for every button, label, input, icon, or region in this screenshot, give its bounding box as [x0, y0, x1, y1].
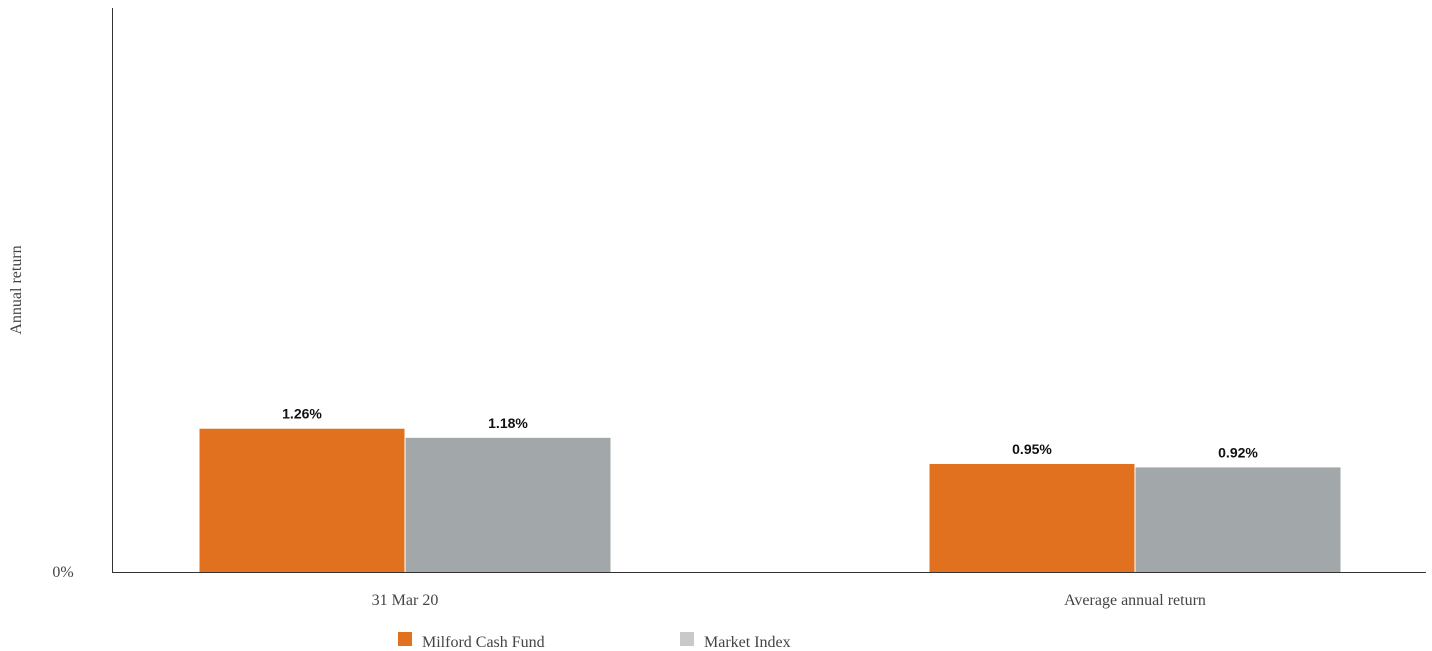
legend-swatch [680, 632, 694, 646]
bar-milford-cash-fund-0 [199, 428, 405, 572]
data-label: 0.95% [1012, 441, 1052, 457]
y-tick-label: 0% [52, 564, 73, 581]
bar-market-index-0 [405, 437, 611, 572]
legend-swatch [398, 632, 412, 646]
bar-market-index-1 [1135, 467, 1341, 572]
data-label: 1.18% [488, 415, 528, 431]
data-label: 0.92% [1218, 444, 1258, 460]
legend-label: Market Index [704, 634, 791, 651]
data-label: 1.26% [282, 406, 322, 422]
x-tick-label: Average annual return [1064, 592, 1206, 609]
y-axis-title: Annual return [8, 245, 25, 334]
bar-milford-cash-fund-1 [929, 463, 1135, 572]
legend-label: Milford Cash Fund [422, 634, 545, 651]
x-tick-label: 31 Mar 20 [372, 592, 439, 609]
legend: Milford Cash Fund Market Index [398, 632, 791, 651]
plot-area: 1.26% 1.18% 31 Mar 20 0.95% 0.92% Average ann… [52, 406, 1341, 609]
